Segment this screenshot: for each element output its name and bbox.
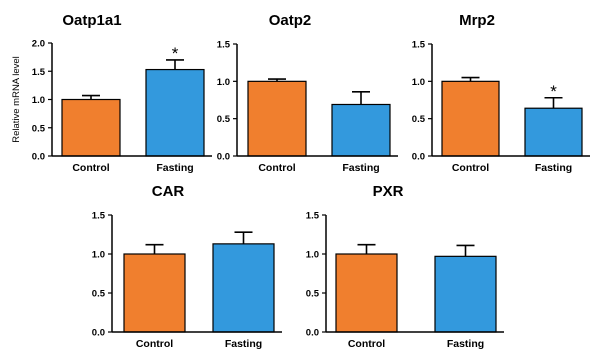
y-axis-label: Relative mRNA level bbox=[11, 56, 22, 143]
y-tick-label: 0.5 bbox=[92, 289, 106, 300]
x-tick-label: Control bbox=[258, 162, 295, 174]
panel-car: CAR 0.0 0.5 1.0 1.5 Control Fasting bbox=[92, 183, 282, 350]
panel-title: Oatp2 bbox=[269, 12, 312, 29]
x-tick-label: Fasting bbox=[156, 162, 193, 174]
x-tick-label: Fasting bbox=[447, 338, 484, 350]
bar-control bbox=[247, 80, 307, 157]
y-tick-label: 1.5 bbox=[412, 40, 426, 51]
x-tick-label: Fasting bbox=[225, 338, 262, 350]
y-tick-label: 1.5 bbox=[92, 211, 106, 222]
significance-marker: * bbox=[172, 44, 179, 63]
panel-title: Oatp1a1 bbox=[62, 12, 121, 29]
y-tick-label: 1.0 bbox=[306, 250, 319, 261]
y-tick-label: 0.5 bbox=[32, 123, 46, 134]
bar-control bbox=[123, 253, 186, 333]
bar-fasting bbox=[434, 255, 497, 333]
y-tick-label: 1.0 bbox=[32, 95, 45, 106]
y-tick-label: 1.0 bbox=[217, 77, 230, 88]
y-tick-label: 1.5 bbox=[306, 211, 320, 222]
panel-title: Mrp2 bbox=[459, 12, 495, 29]
bar-control bbox=[335, 253, 398, 333]
y-tick-label: 0.5 bbox=[306, 289, 320, 300]
y-tick-label: 1.0 bbox=[92, 250, 105, 261]
y-tick-label: 0.0 bbox=[32, 152, 45, 163]
y-tick-label: 0.0 bbox=[412, 152, 425, 163]
x-tick-label: Control bbox=[72, 162, 109, 174]
y-tick-label: 0.5 bbox=[412, 114, 426, 125]
panel-oatp1a1: Oatp1a1 0.0 0.5 1.0 1.5 2.0 Relative mRNA leve… bbox=[11, 12, 212, 174]
y-tick-label: 0.0 bbox=[92, 328, 105, 339]
x-tick-label: Control bbox=[452, 162, 489, 174]
y-tick-label: 1.5 bbox=[217, 40, 231, 51]
panel-title: PXR bbox=[373, 183, 404, 200]
y-tick-label: 1.5 bbox=[32, 67, 46, 78]
x-tick-label: Fasting bbox=[535, 162, 572, 174]
panel-pxr: PXR 0.0 0.5 1.0 1.5 Control Fasting bbox=[306, 183, 504, 350]
panel-mrp2: Mrp2 0.0 0.5 1.0 1.5 Control * Fasting bbox=[412, 12, 590, 174]
y-tick-label: 0.0 bbox=[306, 328, 319, 339]
bar-fasting bbox=[331, 103, 391, 157]
bar-fasting bbox=[524, 107, 583, 157]
y-tick-label: 1.0 bbox=[412, 77, 425, 88]
bar-fasting bbox=[212, 243, 275, 333]
y-tick-label: 0.0 bbox=[217, 152, 230, 163]
significance-marker: * bbox=[550, 82, 557, 101]
panel-oatp2: Oatp2 0.0 0.5 1.0 1.5 Control Fasting bbox=[217, 12, 398, 174]
x-tick-label: Fasting bbox=[342, 162, 379, 174]
panel-title: CAR bbox=[152, 183, 185, 200]
bar-control bbox=[441, 80, 500, 157]
x-tick-label: Control bbox=[348, 338, 385, 350]
bar-fasting bbox=[145, 68, 205, 157]
y-tick-label: 0.5 bbox=[217, 114, 231, 125]
bar-control bbox=[61, 98, 121, 157]
y-tick-label: 2.0 bbox=[32, 39, 45, 50]
x-tick-label: Control bbox=[136, 338, 173, 350]
